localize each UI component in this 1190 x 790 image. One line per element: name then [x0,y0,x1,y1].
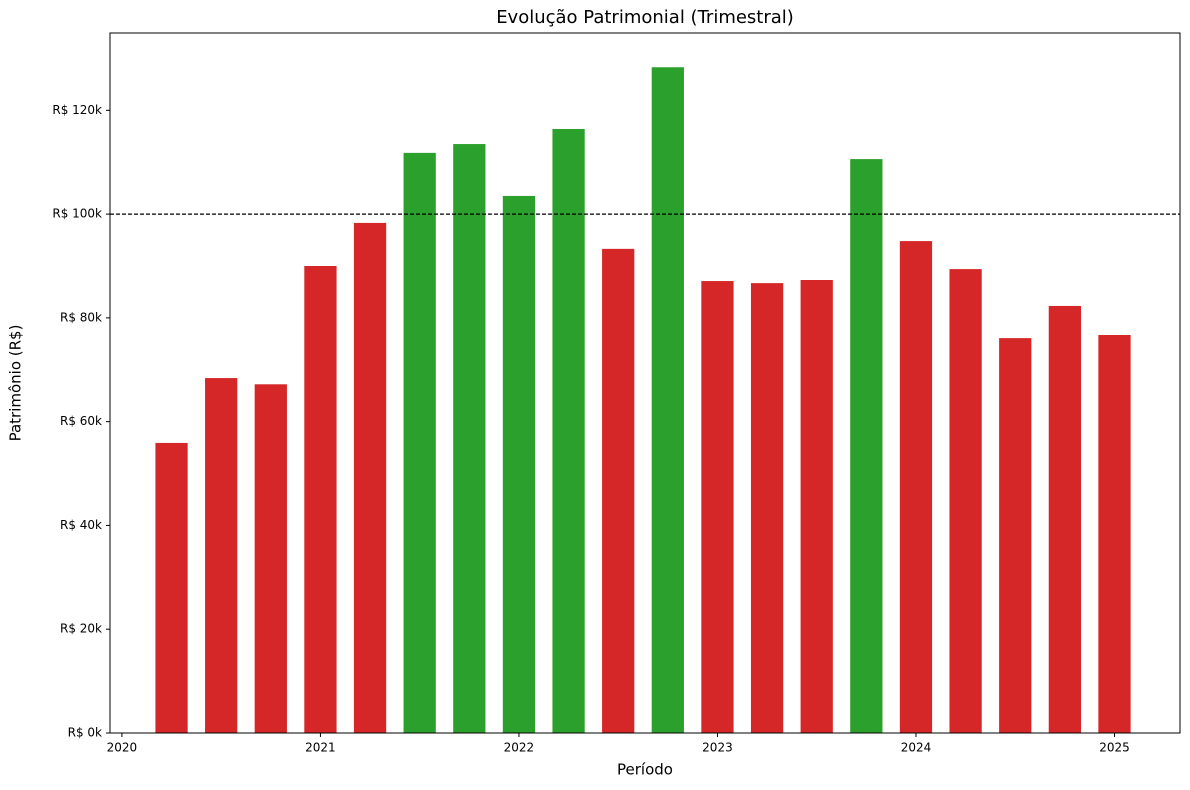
bar [205,378,238,733]
y-tick-label: R$ 80k [60,310,102,324]
x-tick-label: 2025 [1099,741,1130,755]
plot-frame [109,32,1181,734]
y-tick-label: R$ 20k [60,622,102,636]
bar [1048,305,1081,733]
bar [701,281,734,733]
y-axis-label: Patrimônio (R$) [7,325,25,442]
x-axis-label: Período [617,761,673,779]
bar [502,195,536,734]
bar [750,283,784,733]
y-tick-label: R$ 40k [60,518,102,532]
x-tick-label: 2021 [305,741,336,755]
bar [453,144,486,733]
bar [999,338,1032,733]
bar [651,67,684,734]
x-tick-label: 2024 [901,741,932,755]
bar [602,248,635,734]
x-tick-label: 2023 [702,741,733,755]
y-tick-label: R$ 120k [52,103,102,117]
bar [403,152,436,733]
bar [850,159,883,734]
bar [949,269,982,733]
bar [800,279,833,733]
bar [353,222,387,733]
bar [552,128,585,733]
y-tick-label: R$ 100k [52,207,102,221]
bar [899,241,933,733]
bar [155,442,188,733]
bar [304,265,337,733]
y-tick-label: R$ 0k [68,726,102,740]
bar [1098,335,1131,733]
x-tick-label: 2020 [107,741,138,755]
chart-title: Evolução Patrimonial (Trimestral) [496,7,794,28]
y-tick-label: R$ 60k [60,414,102,428]
x-tick-label: 2022 [504,741,535,755]
bar [254,384,287,733]
